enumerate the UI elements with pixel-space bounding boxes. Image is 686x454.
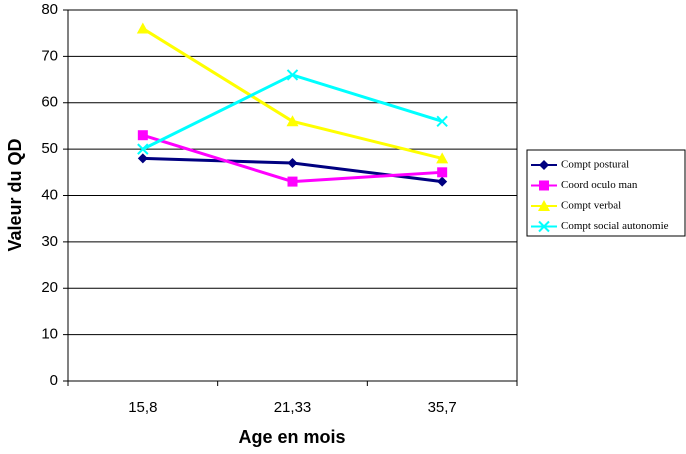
y-tick-label: 30 xyxy=(41,233,58,250)
series-line xyxy=(142,27,443,160)
x-axis-title: Age en mois xyxy=(238,427,345,447)
data-point xyxy=(286,115,299,127)
x-tick-label: 35,7 xyxy=(428,399,457,416)
legend-label: Coord oculo man xyxy=(561,179,638,191)
data-point xyxy=(437,176,448,187)
legend-marker xyxy=(539,160,549,170)
y-tick-label: 10 xyxy=(41,326,58,343)
data-point xyxy=(437,167,448,178)
plot-frame xyxy=(67,9,518,382)
data-point xyxy=(286,69,299,81)
data-point xyxy=(436,115,448,128)
y-tick-label: 60 xyxy=(41,94,58,111)
y-tick-label: 50 xyxy=(41,140,58,157)
legend-marker xyxy=(538,220,550,233)
legend-marker xyxy=(539,180,549,191)
y-tick-label: 0 xyxy=(50,372,58,389)
data-point xyxy=(287,158,298,169)
legend-marker xyxy=(538,200,550,211)
series-line xyxy=(142,73,443,151)
data-point xyxy=(137,143,149,155)
data-point xyxy=(136,22,149,34)
x-tick-label: 15,8 xyxy=(128,399,157,416)
y-axis-title: Valeur du QD xyxy=(5,138,25,251)
legend-label: Compt social autonomie xyxy=(561,220,669,232)
data-point xyxy=(287,176,298,187)
data-point xyxy=(436,152,449,164)
y-tick-label: 70 xyxy=(41,47,58,64)
legend-label: Compt verbal xyxy=(561,200,621,212)
y-tick-label: 40 xyxy=(41,186,58,203)
x-tick-label: 21,33 xyxy=(274,399,312,416)
data-point xyxy=(137,130,148,141)
y-tick-label: 20 xyxy=(41,279,58,296)
y-tick-label: 80 xyxy=(41,1,58,18)
data-point xyxy=(137,153,148,164)
legend-label: Compt postural xyxy=(561,159,629,171)
